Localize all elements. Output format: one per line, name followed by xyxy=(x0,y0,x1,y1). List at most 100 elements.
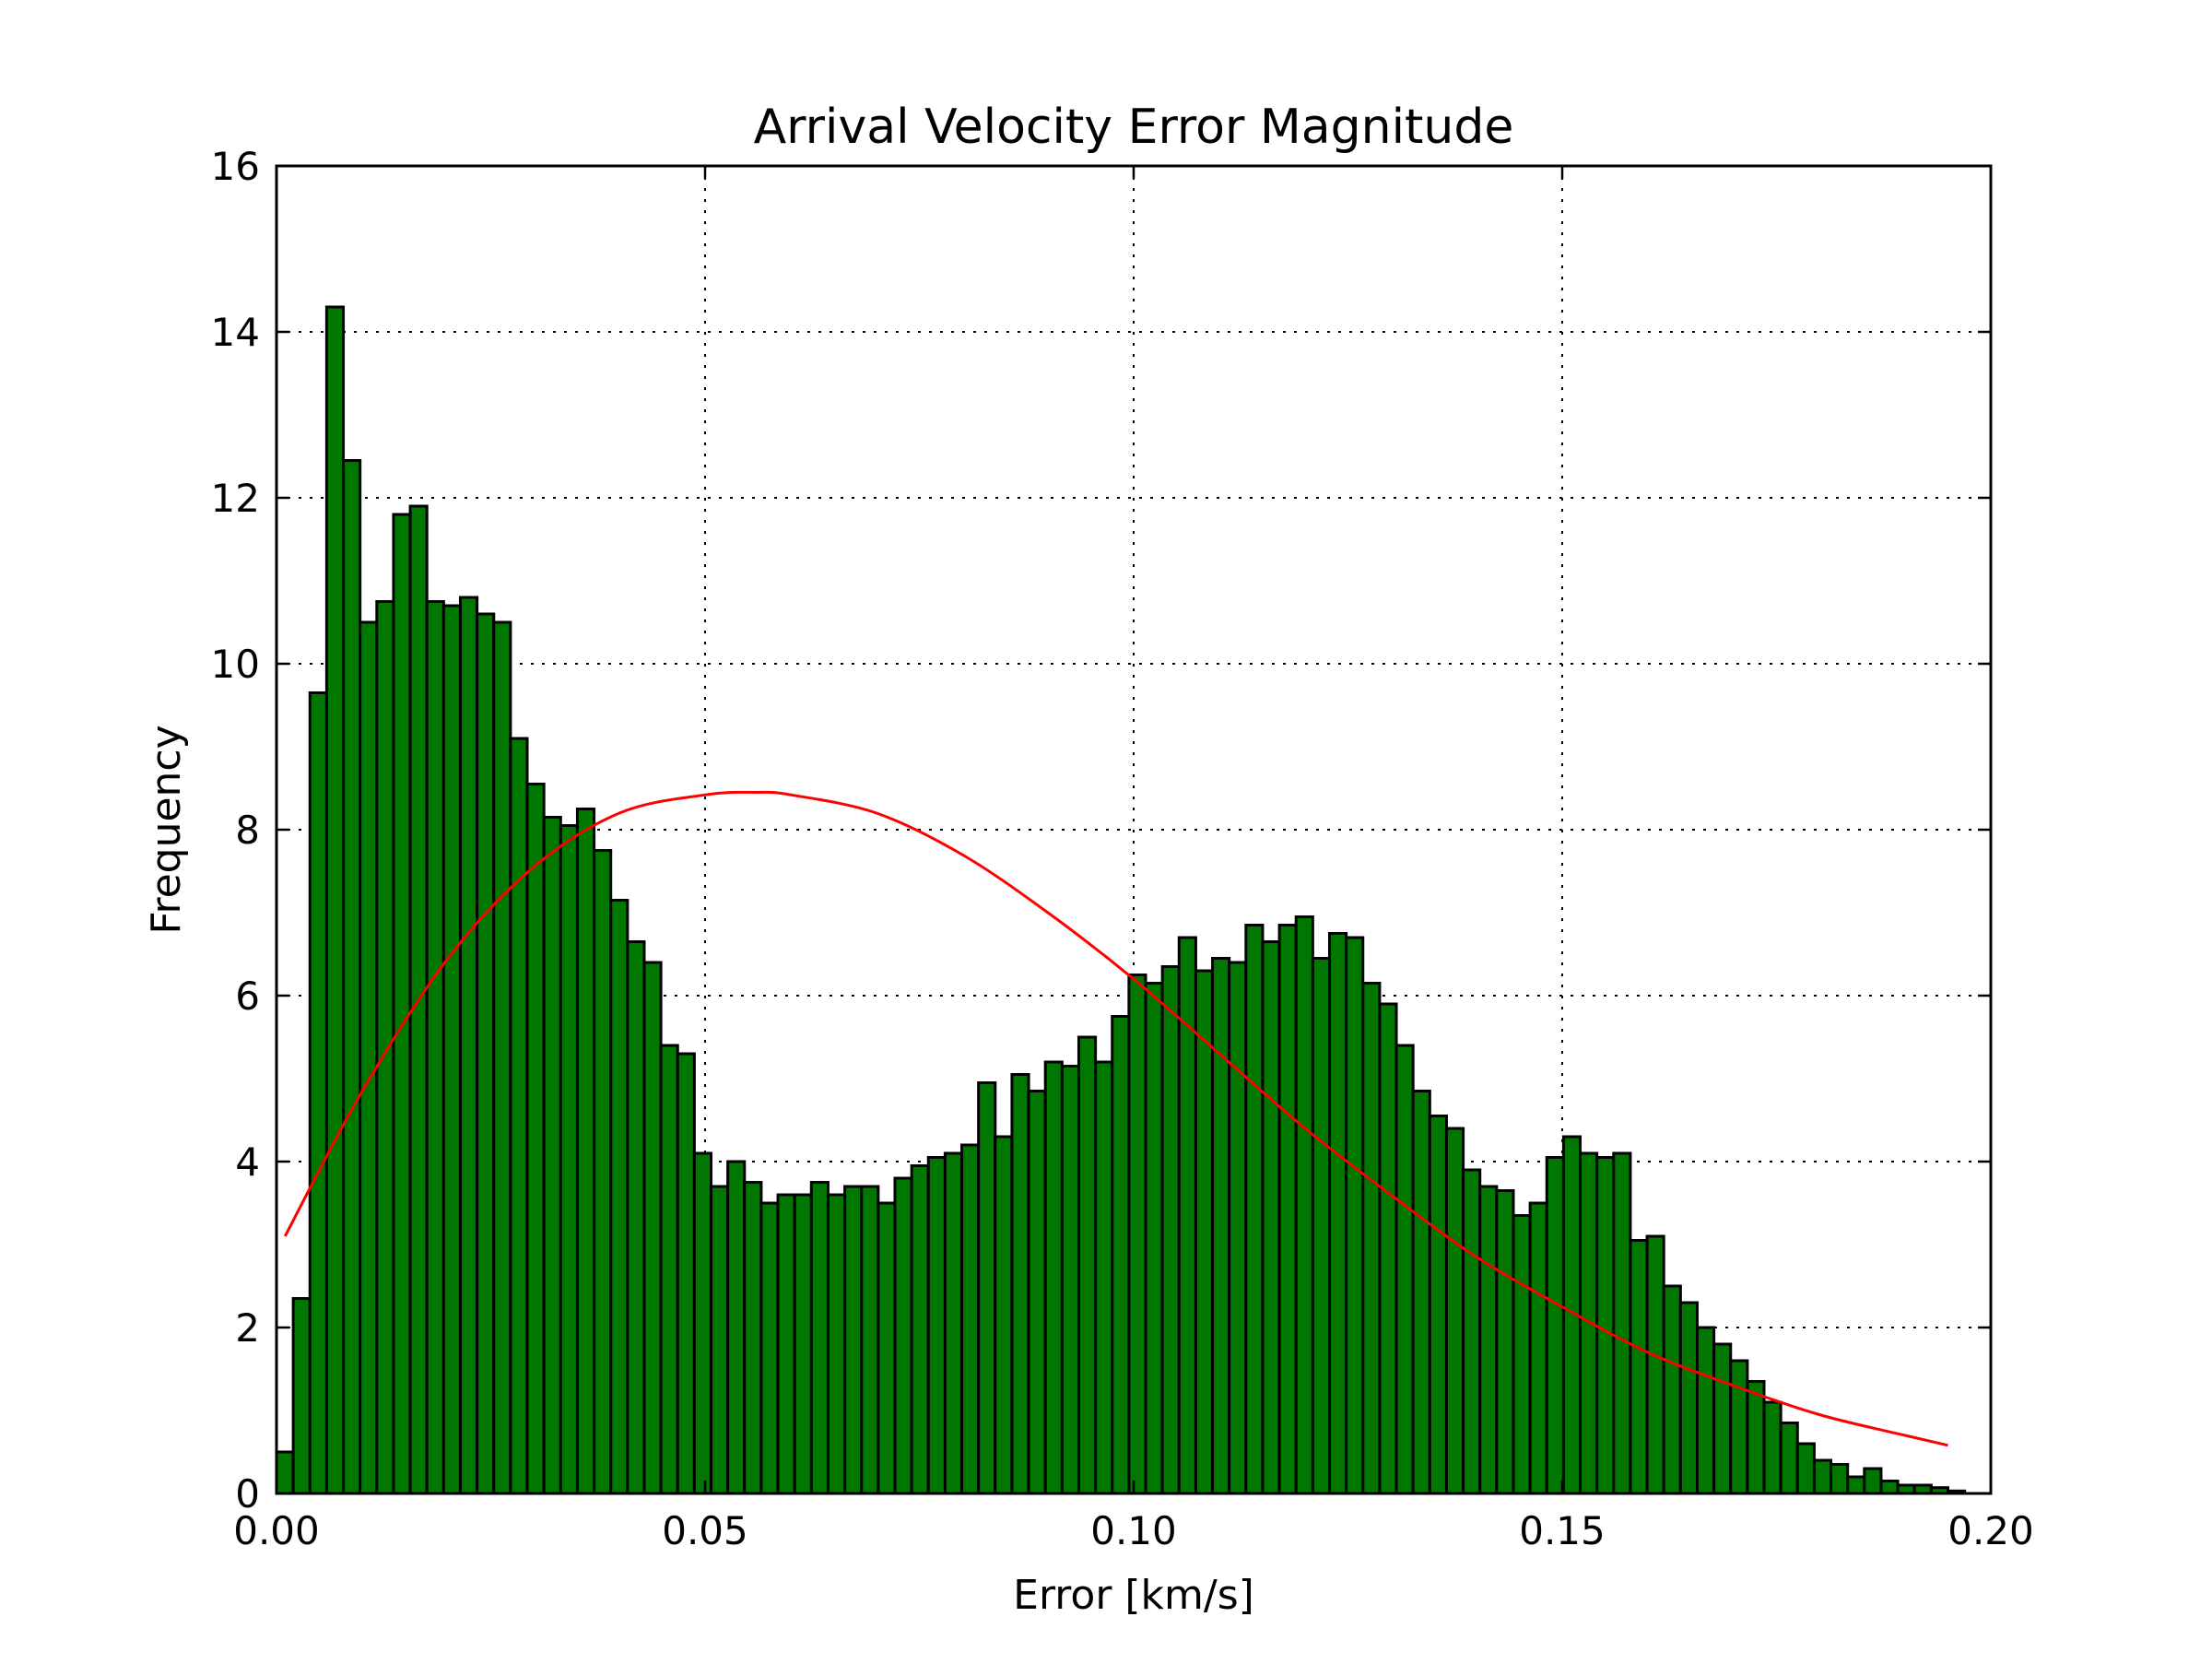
histogram-bar xyxy=(960,1143,981,1495)
histogram-bar xyxy=(1294,915,1314,1495)
histogram-bar xyxy=(1127,974,1147,1495)
y-tick-label: 12 xyxy=(211,476,260,521)
histogram-bar xyxy=(324,305,346,1495)
histogram-bar xyxy=(943,1151,964,1495)
histogram-bar xyxy=(1027,1090,1047,1495)
histogram-bar xyxy=(525,783,546,1495)
histogram-bar xyxy=(1277,924,1298,1495)
histogram-bar xyxy=(1094,1060,1114,1495)
histogram-bar xyxy=(1060,1065,1080,1495)
y-tick-label: 0 xyxy=(235,1471,260,1516)
histogram-bar xyxy=(1762,1400,1783,1495)
histogram-bar xyxy=(926,1156,947,1495)
histogram-bar xyxy=(642,961,663,1495)
histogram-bar xyxy=(1662,1284,1682,1495)
histogram-bar xyxy=(1394,1044,1415,1495)
histogram-bar xyxy=(458,596,479,1495)
histogram-bar xyxy=(1695,1326,1716,1495)
histogram-bar xyxy=(1043,1060,1064,1495)
histogram-bar xyxy=(1211,957,1231,1495)
histogram-bar xyxy=(877,1201,897,1495)
histogram-bar xyxy=(1462,1168,1482,1495)
histogram-bar xyxy=(726,1160,747,1495)
histogram-bar xyxy=(1378,1002,1398,1495)
histogram-bar xyxy=(1746,1380,1766,1495)
histogram-bar xyxy=(275,1450,295,1495)
x-tick-label: 0.20 xyxy=(1947,1508,2034,1553)
histogram-bar xyxy=(776,1193,796,1495)
histogram-bar xyxy=(860,1185,880,1495)
histogram-bar xyxy=(1729,1359,1749,1495)
histogram-bar xyxy=(392,513,412,1495)
histogram-bar xyxy=(1111,1015,1131,1495)
histogram-bar xyxy=(476,612,496,1495)
y-tick-label: 14 xyxy=(211,310,260,355)
histogram-bar xyxy=(743,1181,763,1495)
histogram-bar xyxy=(1512,1214,1532,1495)
histogram-bar xyxy=(1428,1115,1448,1495)
histogram-bar xyxy=(1345,936,1365,1495)
histogram-bar xyxy=(1077,1035,1098,1495)
histogram-bar xyxy=(809,1181,830,1495)
y-tick-label: 8 xyxy=(235,808,260,853)
histogram-bar xyxy=(710,1185,730,1495)
histogram-bar xyxy=(1411,1090,1431,1495)
histogram-bar xyxy=(342,459,362,1495)
histogram-bar xyxy=(1244,924,1265,1495)
histogram-bar xyxy=(441,604,462,1495)
y-axis-label: Frequency xyxy=(143,725,190,934)
fit-curve-line xyxy=(283,790,1948,1447)
histogram-bar xyxy=(676,1052,696,1495)
histogram-bar xyxy=(1228,961,1248,1495)
histogram-bar xyxy=(425,600,445,1495)
x-tick-label: 0.05 xyxy=(662,1508,748,1553)
histogram-bar xyxy=(626,940,646,1495)
histogram-bar xyxy=(1478,1185,1499,1495)
histogram-bar xyxy=(1712,1342,1733,1495)
histogram-bar xyxy=(910,1164,930,1495)
histogram-bar xyxy=(1612,1151,1632,1495)
histogram-bar xyxy=(609,899,629,1495)
histogram-bar xyxy=(375,600,395,1495)
histogram-bar xyxy=(308,691,328,1495)
histogram-bar xyxy=(1879,1480,1900,1495)
histogram-bar xyxy=(1444,1127,1465,1495)
x-tick-label: 0.15 xyxy=(1519,1508,1606,1553)
histogram-bar xyxy=(291,1297,312,1495)
y-tick-label: 10 xyxy=(211,642,260,687)
chart-title: Arrival Velocity Error Magnitude xyxy=(754,100,1514,155)
x-tick-label: 0.00 xyxy=(233,1508,320,1553)
y-tick-label: 16 xyxy=(211,144,260,189)
histogram-bar xyxy=(1595,1156,1616,1495)
histogram-bar xyxy=(692,1151,713,1495)
histogram-bar xyxy=(1361,982,1382,1495)
histogram-bar xyxy=(1311,957,1332,1495)
histogram-bar xyxy=(1863,1467,1883,1495)
histogram-bar xyxy=(1010,1073,1030,1495)
histogram-bar xyxy=(1160,965,1181,1495)
y-tick-label: 4 xyxy=(235,1139,260,1185)
histogram-bar xyxy=(994,1135,1014,1495)
fit-curve-layer xyxy=(283,790,1948,1447)
histogram-bar xyxy=(359,620,379,1495)
histogram-bar xyxy=(1629,1239,1649,1495)
histogram-bar xyxy=(575,808,596,1495)
histogram-bar xyxy=(659,1044,679,1495)
histogram-bar xyxy=(843,1185,864,1495)
histogram-bar xyxy=(826,1193,847,1495)
histogram-bar xyxy=(1846,1475,1866,1495)
histogram-bar xyxy=(1795,1442,1816,1495)
histogram-bar xyxy=(1328,932,1348,1495)
histogram-bar xyxy=(1261,940,1281,1495)
histogram-bar xyxy=(593,849,613,1495)
axis-ticks xyxy=(275,164,1993,1495)
histogram-bar xyxy=(542,816,562,1495)
histogram-bar xyxy=(1194,969,1215,1495)
y-tick-label: 6 xyxy=(235,974,260,1019)
histogram-bar xyxy=(1528,1201,1548,1495)
histogram-bar xyxy=(559,824,579,1495)
histogram-bar xyxy=(759,1201,780,1495)
histogram-bar xyxy=(1645,1234,1665,1495)
